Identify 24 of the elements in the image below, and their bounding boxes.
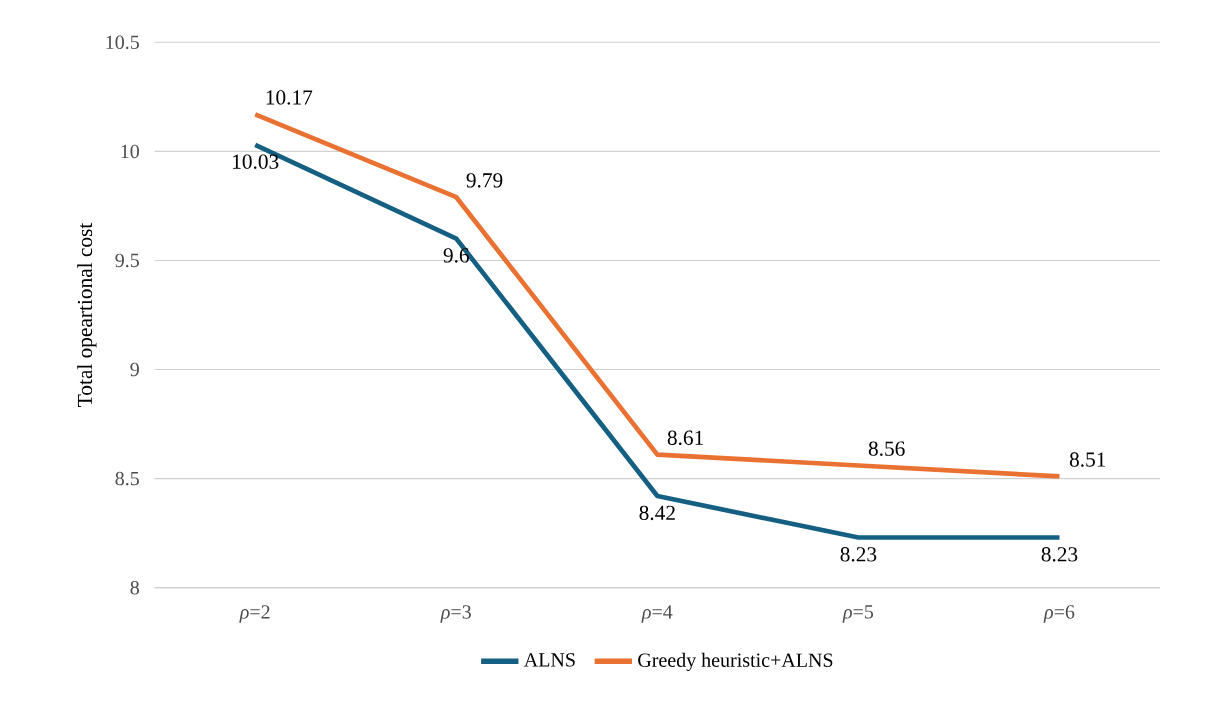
data-label: 10.03	[233, 154, 279, 169]
legend-label: Greedy heuristic+ALNS	[638, 652, 833, 672]
data-label: 10.17	[266, 90, 313, 105]
data-label: 9.79	[466, 173, 503, 188]
x-tick-label: ρ=6	[1043, 605, 1075, 623]
x-tick-label: ρ=2	[239, 605, 270, 623]
data-label: 8.23	[840, 547, 877, 562]
y-tick-label: 9.5	[115, 253, 139, 268]
x-tick-label: ρ=4	[641, 605, 673, 623]
data-label: 9.6	[443, 248, 469, 263]
y-tick-label: 9	[130, 362, 139, 377]
data-label: 8.42	[639, 505, 675, 521]
y-tick-label: 8.5	[115, 471, 139, 486]
data-label: 8.51	[1069, 452, 1106, 467]
legend-label: ALNS	[523, 653, 575, 667]
y-tick-label: 10.5	[106, 35, 139, 50]
y-tick-label: 8	[130, 580, 139, 595]
x-tick-label: ρ=5	[842, 605, 874, 623]
x-tick-label: ρ=3	[440, 605, 471, 623]
data-label: 8.61	[667, 430, 703, 445]
data-label: 8.56	[868, 441, 905, 456]
y-axis-title: Total opeartional cost	[77, 222, 97, 407]
y-tick-label: 10	[121, 144, 139, 159]
data-label: 8.23	[1041, 547, 1078, 562]
